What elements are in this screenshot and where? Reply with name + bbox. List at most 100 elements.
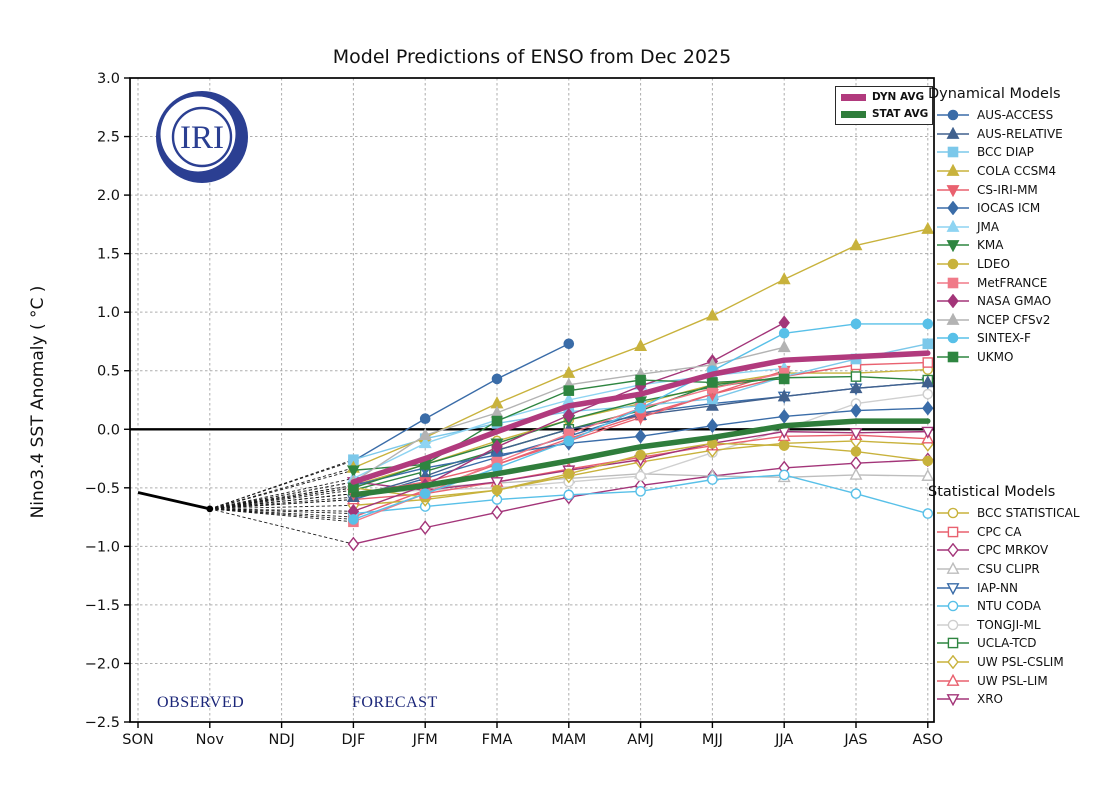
data-point-marker — [922, 455, 934, 467]
data-point-marker — [946, 582, 960, 595]
data-point-marker — [635, 449, 646, 461]
data-point-marker — [922, 318, 934, 330]
plot-border — [129, 77, 935, 723]
forecast-fan-line — [209, 508, 354, 515]
open-triangle-up-icon — [937, 673, 969, 686]
legend-item-label: AUS-ACCESS — [977, 108, 1054, 123]
data-point-marker — [491, 505, 503, 520]
data-point-marker — [922, 508, 934, 519]
legend-item-label: UW PSL-CSLIM — [977, 655, 1064, 670]
legend-item-label: BCC DIAP — [977, 145, 1034, 160]
forecast-fan-line — [209, 493, 354, 510]
legend-item-cpc-ca: CPC CA — [928, 523, 1100, 542]
legend-item-label: JMA — [977, 219, 1000, 234]
data-point-marker — [634, 396, 648, 409]
data-point-marker — [849, 467, 863, 480]
data-point-marker — [348, 514, 359, 525]
dynamical-legend-items: AUS-ACCESS AUS-RELATIVE BCC DIAP COLA CCSM4… — [928, 106, 1100, 366]
legend-item-cpc-mrkov: CPC MRKOV — [928, 541, 1100, 560]
data-point-marker — [491, 484, 503, 496]
legend-item-ucla-tcd: UCLA-TCD — [928, 634, 1100, 653]
y-tick-label: 0.5 — [97, 364, 120, 380]
data-point-marker — [850, 371, 862, 382]
data-point-marker — [849, 381, 863, 394]
legend-item-jma: JMA — [928, 218, 1100, 237]
data-point-marker — [947, 507, 959, 519]
data-point-marker — [778, 373, 790, 385]
data-point-marker — [946, 312, 960, 325]
filled-square-icon — [937, 351, 969, 363]
data-point-marker — [563, 338, 575, 350]
legend-item-ntu-coda: NTU CODA — [928, 597, 1100, 616]
dynamical-models-legend: Dynamical Models AUS-ACCESS AUS-RELATIVE B… — [928, 86, 1100, 366]
x-tick-label: JFM — [412, 732, 438, 748]
legend-item-label: UW PSL-LIM — [977, 673, 1048, 688]
data-point-marker — [563, 468, 575, 480]
y-axis-label: Nino3.4 SST Anomaly ( °C ) — [28, 285, 48, 519]
data-point-marker — [850, 446, 862, 457]
filled-triangle-up-icon — [937, 126, 969, 139]
data-point-marker — [705, 398, 719, 411]
legend-item-tongji-ml: TONGJI-ML — [928, 616, 1100, 635]
data-point-marker — [777, 389, 791, 402]
legend-item-label: KMA — [977, 238, 1004, 253]
y-tick-label: −0.5 — [85, 481, 120, 497]
x-tick-label: ASO — [913, 732, 944, 748]
open-diamond-icon — [937, 543, 969, 558]
legend-item-cola-ccsm4: COLA CCSM4 — [928, 162, 1100, 181]
data-point-marker — [946, 562, 960, 574]
filled-triangle-up-icon — [937, 219, 969, 232]
legend-item-uw-psl-cslim: UW PSL-CSLIM — [928, 653, 1100, 672]
data-point-marker — [946, 184, 960, 197]
data-point-marker — [419, 488, 431, 499]
filled-triangle-down-icon — [937, 240, 969, 253]
x-tick-label: FMA — [482, 732, 513, 748]
statistical-legend-items: BCC STATISTICAL CPC CA CPC MRKOV CSU CLIPR I… — [928, 504, 1100, 709]
data-point-marker — [419, 413, 431, 425]
data-point-marker — [946, 240, 960, 253]
legend-item-label: NCEP CFSv2 — [977, 312, 1051, 327]
legend-item-label: CSU CLIPR — [977, 562, 1040, 577]
data-point-marker — [778, 440, 790, 451]
data-point-marker — [778, 469, 790, 481]
data-point-marker — [635, 374, 646, 386]
data-point-marker — [946, 126, 960, 139]
data-point-marker — [491, 415, 503, 427]
forecast-fan-line — [209, 485, 354, 510]
data-point-marker — [947, 147, 959, 158]
data-point-marker — [947, 526, 959, 538]
filled-circle-icon — [937, 258, 969, 270]
data-point-marker — [849, 427, 863, 441]
avg-legend-box: DYN AVG STAT AVG — [835, 86, 933, 125]
data-point-marker — [635, 402, 646, 414]
x-tick-label: MAM — [551, 732, 586, 748]
open-square-icon — [937, 638, 969, 649]
avg-legend-item-stat-avg: STAT AVG — [841, 108, 928, 120]
data-point-marker — [849, 238, 863, 251]
data-point-marker — [634, 428, 647, 444]
data-point-marker — [850, 455, 862, 471]
legend-item-label: COLA CCSM4 — [977, 164, 1057, 179]
chart-title: Model Predictions of ENSO from Dec 2025 — [332, 46, 732, 68]
legend-item-iap-nn: IAP-NN — [928, 578, 1100, 597]
data-point-marker — [947, 277, 959, 288]
data-point-marker — [850, 318, 862, 330]
data-point-marker — [491, 439, 503, 455]
data-point-marker — [850, 488, 862, 499]
forecast-fan-line — [209, 489, 354, 510]
x-tick-label: Nov — [196, 732, 225, 748]
forecast-label: FORECAST — [352, 694, 438, 711]
legend-item-label: IOCAS ICM — [977, 201, 1041, 216]
avg-legend-item-dyn-avg: DYN AVG — [841, 91, 927, 103]
avg-color-swatch — [841, 93, 866, 101]
open-circle-icon — [937, 600, 969, 612]
data-point-marker — [491, 373, 503, 385]
data-point-marker — [777, 340, 791, 353]
x-tick-label: DJF — [342, 732, 366, 748]
legend-item-label: SINTEX-F — [977, 331, 1031, 346]
data-point-marker — [922, 400, 934, 416]
forecast-fan-line — [209, 508, 354, 545]
data-point-marker — [418, 436, 432, 449]
observed-last-point — [206, 505, 214, 513]
